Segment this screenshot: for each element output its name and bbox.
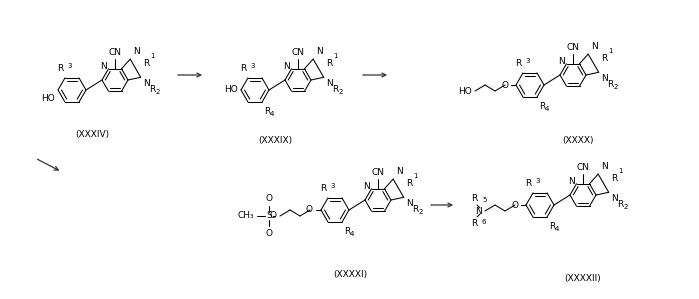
Text: 4: 4 <box>545 106 549 112</box>
Text: R: R <box>617 200 623 209</box>
Text: R: R <box>514 59 521 68</box>
Text: N: N <box>558 57 565 66</box>
Text: N: N <box>568 177 575 186</box>
Text: 6: 6 <box>482 219 487 225</box>
Text: R: R <box>406 179 412 188</box>
Text: 2: 2 <box>419 209 423 215</box>
Text: O: O <box>266 194 273 203</box>
Text: R: R <box>607 80 613 89</box>
Text: CN: CN <box>108 48 122 57</box>
Text: N: N <box>611 194 617 203</box>
Text: R: R <box>149 85 155 94</box>
Text: 4: 4 <box>555 226 559 232</box>
Text: N: N <box>143 79 150 88</box>
Text: 3: 3 <box>330 183 335 189</box>
Text: N: N <box>405 199 412 208</box>
Text: 2: 2 <box>156 89 160 95</box>
Text: S: S <box>266 211 272 220</box>
Text: 5: 5 <box>482 197 487 203</box>
Text: (XXXXII): (XXXXII) <box>565 274 601 283</box>
Text: R: R <box>240 64 246 73</box>
Text: R: R <box>412 205 418 214</box>
Text: CH₃: CH₃ <box>238 211 254 220</box>
Text: N: N <box>326 79 333 88</box>
Text: R: R <box>332 85 338 94</box>
Text: O: O <box>306 205 313 214</box>
Text: CN: CN <box>566 43 579 52</box>
Text: 1: 1 <box>619 168 623 174</box>
Text: CN: CN <box>291 48 305 57</box>
Text: N: N <box>475 207 482 216</box>
Text: N: N <box>601 162 608 171</box>
Text: 1: 1 <box>150 53 155 59</box>
Text: R: R <box>539 102 545 111</box>
Text: (XXXX): (XXXX) <box>562 135 593 144</box>
Text: N: N <box>396 167 403 176</box>
Text: N: N <box>316 47 323 56</box>
Text: 2: 2 <box>339 89 343 95</box>
Text: 2: 2 <box>624 204 628 210</box>
Text: R: R <box>470 194 477 203</box>
Text: N: N <box>134 47 140 56</box>
Text: R: R <box>344 227 350 236</box>
Text: N: N <box>100 62 106 71</box>
Text: N: N <box>591 42 598 51</box>
Text: HO: HO <box>459 86 472 95</box>
Text: 3: 3 <box>67 63 71 69</box>
Text: 4: 4 <box>270 111 275 117</box>
Text: N: N <box>363 182 370 191</box>
Text: (XXXXI): (XXXXI) <box>333 271 367 280</box>
Text: R: R <box>57 64 63 73</box>
Text: O: O <box>511 201 518 210</box>
Text: 3: 3 <box>250 63 254 69</box>
Text: HO: HO <box>41 94 55 103</box>
Text: CN: CN <box>577 163 589 172</box>
Text: O: O <box>270 211 277 220</box>
Text: 1: 1 <box>608 48 613 54</box>
Text: N: N <box>600 74 607 83</box>
Text: (XXXIX): (XXXIX) <box>258 135 292 144</box>
Text: R: R <box>612 174 618 183</box>
Text: 3: 3 <box>525 58 530 64</box>
Text: 4: 4 <box>350 231 354 237</box>
Text: HO: HO <box>224 86 238 94</box>
Text: O: O <box>501 80 508 89</box>
Text: R: R <box>264 107 271 116</box>
Text: R: R <box>326 59 333 68</box>
Text: R: R <box>470 219 477 228</box>
Text: R: R <box>601 54 607 63</box>
Text: 2: 2 <box>614 84 618 90</box>
Text: R: R <box>319 184 326 193</box>
Text: R: R <box>549 222 555 231</box>
Text: R: R <box>525 179 531 188</box>
Text: R: R <box>143 59 150 68</box>
Text: O: O <box>266 229 273 238</box>
Text: 1: 1 <box>413 173 418 179</box>
Text: (XXXIV): (XXXIV) <box>75 130 109 140</box>
Text: N: N <box>283 62 289 71</box>
Text: CN: CN <box>371 168 384 177</box>
Text: 3: 3 <box>535 178 540 184</box>
Text: 1: 1 <box>333 53 338 59</box>
